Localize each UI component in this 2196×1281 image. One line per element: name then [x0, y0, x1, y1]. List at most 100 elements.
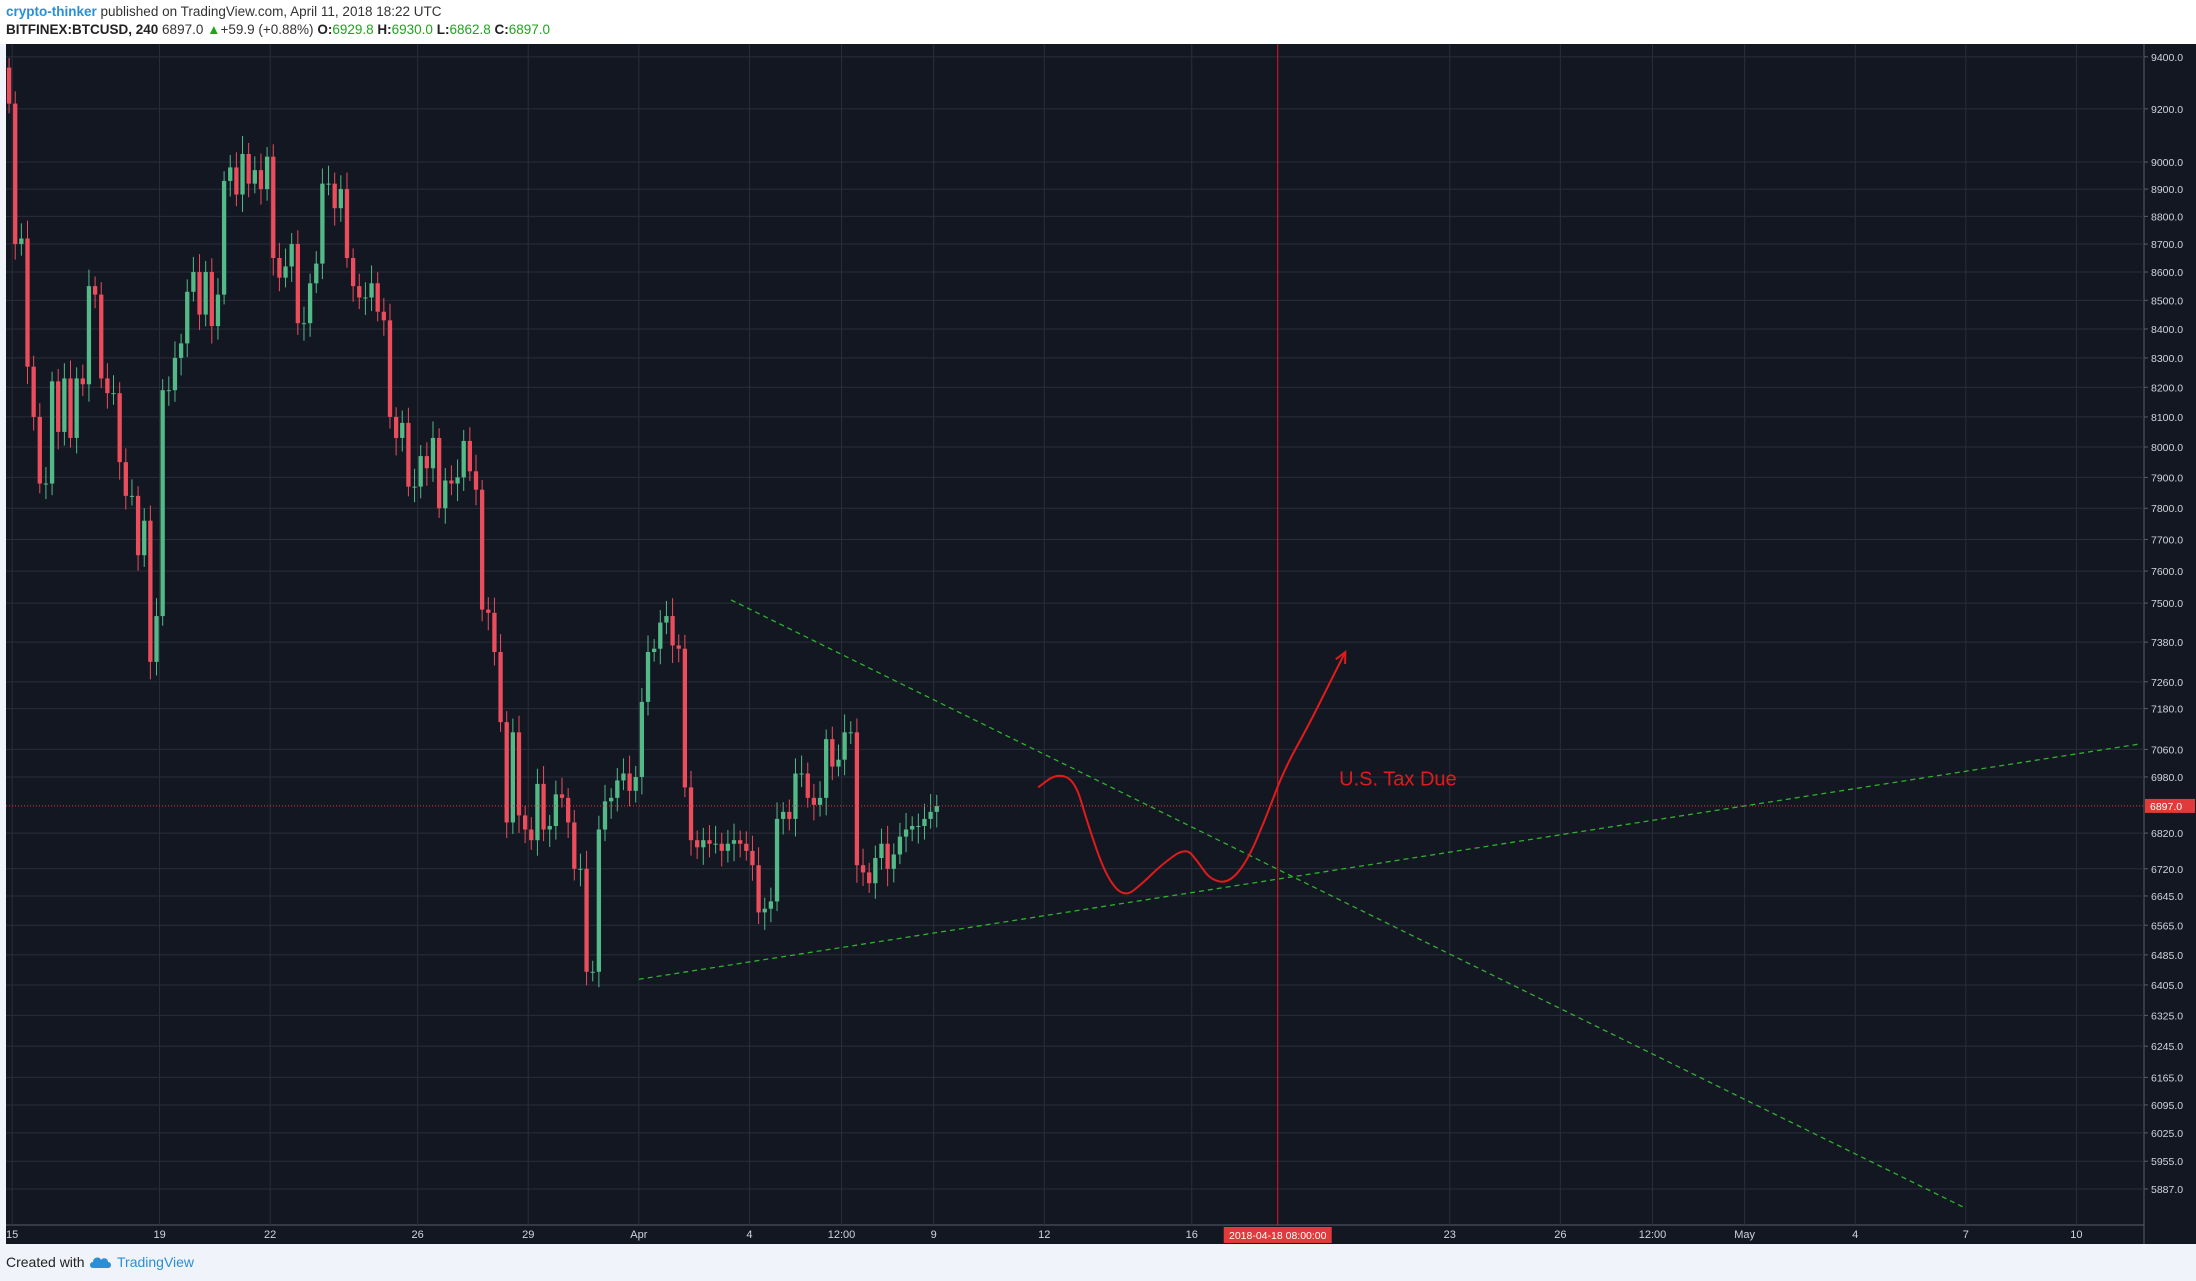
high-value: 6930.0	[391, 22, 433, 37]
price-tick-label: 6405.0	[2151, 980, 2183, 992]
candle-body	[326, 183, 331, 185]
candle-body	[350, 258, 356, 287]
candle-body	[191, 272, 196, 292]
candle-body	[762, 908, 767, 913]
close-value: 6897.0	[508, 22, 551, 37]
candle-body	[916, 825, 921, 827]
candle-body	[185, 291, 190, 344]
close-label: C:	[494, 22, 509, 37]
price-tick-label: 7900.0	[2151, 472, 2183, 484]
candle-body	[277, 258, 282, 278]
candle-body	[166, 390, 171, 392]
candle-body	[824, 739, 829, 798]
drawings: 6897.0 2018-04-18 08:00:00 U.S. Tax Due	[6, 44, 2195, 1243]
candle-body	[74, 378, 79, 438]
candle-body	[25, 238, 30, 367]
price-tick-label: 6820.0	[2151, 828, 2183, 840]
candle-body	[848, 732, 853, 734]
candle-body	[719, 843, 724, 851]
candle-body	[781, 811, 786, 819]
time-tick-label: 22	[264, 1229, 276, 1241]
time-tick-label: 26	[1554, 1229, 1566, 1241]
candle-body	[252, 170, 257, 184]
candle-body	[738, 840, 743, 844]
tradingview-link[interactable]: TradingView	[117, 1254, 195, 1270]
price-tick-label: 9000.0	[2151, 157, 2183, 169]
candle-body	[295, 244, 300, 324]
candle-body	[609, 797, 614, 802]
price-tick-label: 7500.0	[2151, 598, 2183, 610]
candle-body	[31, 366, 36, 417]
annotation-text: U.S. Tax Due	[1339, 769, 1456, 791]
candle-body	[56, 381, 61, 432]
symbol-label[interactable]: BITFINEX:BTCUSD, 240	[6, 22, 159, 37]
candle-body	[891, 854, 896, 869]
candle-body	[37, 416, 42, 484]
chart-header: crypto-thinker published on TradingView.…	[0, 0, 2196, 44]
grid	[6, 44, 2144, 1225]
price-tick-label: 9400.0	[2151, 52, 2183, 64]
candle-body	[387, 320, 393, 417]
candle-body	[750, 850, 755, 866]
change-arrow-icon: ▲	[207, 22, 221, 37]
candle-body	[529, 829, 534, 841]
price-tick-label: 6095.0	[2151, 1100, 2183, 1112]
candle-body	[412, 486, 417, 488]
candle-body	[424, 456, 429, 469]
symbol-info: BITFINEX:BTCUSD, 240 6897.0 ▲+59.9 (+0.8…	[6, 22, 550, 37]
price-axis[interactable]	[2144, 44, 2196, 1244]
time-tick-label: 7	[1963, 1229, 1969, 1241]
price-tick-label: 9200.0	[2151, 104, 2183, 116]
time-tick-label: May	[1734, 1229, 1755, 1241]
candle-body	[135, 495, 141, 556]
price-tick-label: 6980.0	[2151, 772, 2183, 784]
candle-body	[142, 520, 147, 556]
candle-body	[43, 483, 49, 485]
trend-up-line	[638, 743, 2138, 980]
candle-body	[436, 437, 442, 509]
time-tick-label: 10	[2070, 1229, 2082, 1241]
candle-body	[228, 167, 233, 181]
price-tick-label: 6565.0	[2151, 920, 2183, 932]
price-tick-label: 7700.0	[2151, 534, 2183, 546]
candle-body	[375, 283, 380, 312]
footer: Created with TradingView	[0, 1244, 2196, 1281]
author-link[interactable]: crypto-thinker	[6, 4, 97, 19]
candle-body	[836, 759, 841, 767]
time-tick-label: 23	[1444, 1229, 1456, 1241]
low-label: L:	[436, 22, 450, 37]
candle-body	[221, 180, 227, 295]
candle-body	[86, 286, 92, 385]
candle-body	[357, 286, 362, 298]
last-price: 6897.0	[162, 22, 204, 37]
price-tick-label: 8600.0	[2151, 267, 2183, 279]
candle-body	[676, 645, 681, 649]
candle-body	[6, 67, 12, 104]
candle-body	[787, 811, 792, 819]
candle-body	[418, 456, 423, 487]
candle-body	[344, 189, 350, 259]
candle-body	[645, 652, 651, 702]
candle-body	[203, 272, 208, 315]
candle-body	[596, 829, 602, 972]
candle-body	[393, 416, 399, 438]
published-text: published on TradingView.com, April 11, …	[100, 4, 442, 19]
price-tick-label: 7260.0	[2151, 677, 2183, 689]
candle-body	[768, 901, 774, 909]
price-tick-label: 6485.0	[2151, 950, 2183, 962]
candle-body	[910, 825, 915, 830]
candle-body	[461, 440, 466, 478]
candle-body	[701, 840, 706, 848]
candle-body	[510, 732, 516, 823]
candle-body	[301, 323, 307, 325]
projection-arrowhead	[1335, 649, 1347, 665]
candle-body	[467, 440, 472, 472]
candle-body	[209, 272, 214, 327]
tradingview-cloud-icon	[90, 1257, 111, 1268]
price-tick-label: 7060.0	[2151, 744, 2183, 756]
candle-body	[928, 811, 933, 819]
candle-body	[670, 616, 675, 646]
price-tick-label: 5887.0	[2151, 1184, 2183, 1196]
candle-body	[486, 609, 491, 613]
